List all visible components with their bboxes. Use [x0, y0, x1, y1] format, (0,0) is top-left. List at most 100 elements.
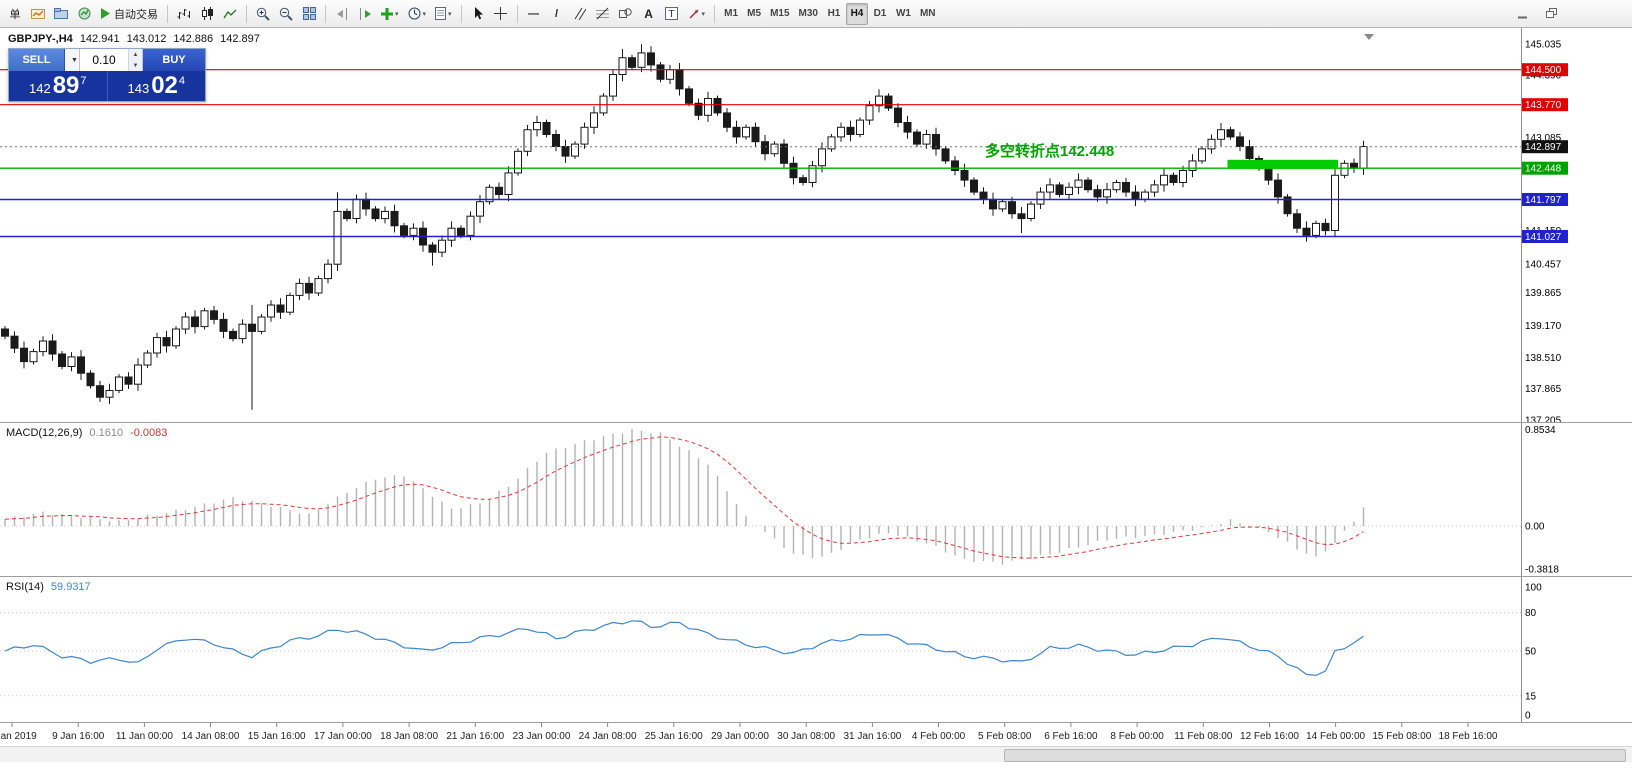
autotrading-button[interactable]: 自动交易 [96, 3, 162, 25]
trendline-tool-button[interactable]: / [546, 3, 568, 25]
buy-button[interactable]: BUY [143, 49, 205, 71]
crosshair-button[interactable] [490, 3, 512, 25]
volume-down-button[interactable]: ▼ [129, 60, 142, 71]
rsi-axis-label: 50 [1525, 647, 1537, 658]
candles-layer [1, 44, 1368, 410]
scrollbar-thumb[interactable] [1004, 749, 1626, 762]
sell-button[interactable]: SELL [9, 49, 65, 71]
rsi-canvas[interactable]: 100 80 50 15 0 [0, 577, 1632, 722]
volume-up-button[interactable]: ▲ [129, 49, 142, 60]
new-order-button[interactable]: 单 [4, 3, 26, 25]
price-axis-label: 139.865 [1525, 288, 1562, 299]
high-value: 143.012 [126, 33, 167, 45]
timeframe-m30-button[interactable]: M30 [795, 3, 822, 25]
svg-text:144.500: 144.500 [1525, 65, 1562, 76]
window-controls [1512, 3, 1562, 25]
trendline-icon: / [555, 7, 559, 20]
timeframe-m5-button[interactable]: M5 [743, 3, 765, 25]
price-axis-label: 140.457 [1525, 259, 1562, 270]
time-axis-label: 18 Jan 08:00 [380, 731, 438, 742]
periods-button[interactable]: ▾ [404, 3, 431, 25]
text-icon: A [644, 6, 653, 21]
buy-price-big: 02 [151, 72, 178, 99]
timeframe-w1-button[interactable]: W1 [892, 3, 915, 25]
green-zone-highlight[interactable] [1227, 159, 1339, 169]
templates-dropdown-caret: ▾ [448, 10, 452, 18]
macd-signal-value: -0.0083 [130, 427, 168, 439]
buy-price-display[interactable]: 143 02 4 [106, 71, 206, 101]
line-chart-mode-button[interactable] [219, 3, 241, 25]
svg-text:142.448: 142.448 [1525, 164, 1562, 175]
chart-shift-button[interactable] [331, 3, 353, 25]
time-axis-label: 17 Jan 00:00 [314, 731, 372, 742]
zoom-out-button[interactable] [275, 3, 297, 25]
toolbar-separator [460, 4, 462, 23]
text-label-icon: T [665, 7, 679, 20]
profiles-icon [54, 7, 68, 20]
zoom-in-icon [256, 7, 270, 21]
buy-price-prefix: 143 [127, 81, 150, 96]
macd-main-value: 0.1610 [89, 427, 124, 439]
time-axis-label: 23 Jan 00:00 [513, 731, 571, 742]
crosshair-icon [494, 7, 508, 20]
fibonacci-icon [596, 7, 610, 20]
shapes-tool-button[interactable] [615, 3, 637, 25]
time-axis-label: 4 Feb 00:00 [912, 731, 966, 742]
timeframe-d1-button[interactable]: D1 [869, 3, 891, 25]
rsi-axis-label: 15 [1525, 691, 1537, 702]
chart-annotation[interactable]: 多空转折点142.448 [985, 143, 1115, 160]
text-label-tool-button[interactable]: T [661, 3, 683, 25]
macd-panel: MACD(12,26,9) 0.1610 -0.0083 0.8534 0.00 -… [0, 422, 1632, 576]
auto-scroll-button[interactable] [354, 3, 376, 25]
trade-options-button[interactable]: ▼ [65, 49, 80, 71]
minimize-button[interactable] [1512, 3, 1534, 25]
channel-icon [573, 7, 587, 20]
sell-price-display[interactable]: 142 89 7 [9, 71, 107, 101]
autotrading-label: 自动交易 [114, 8, 158, 21]
time-axis-label: 30 Jan 08:00 [777, 731, 835, 742]
market-watch-button[interactable] [73, 3, 95, 25]
text-tool-button[interactable]: A [638, 3, 660, 25]
bar-chart-mode-button[interactable] [173, 3, 195, 25]
arrows-tool-button[interactable]: ▾ [684, 3, 710, 25]
profiles-button[interactable] [50, 3, 72, 25]
volume-box: ▲ ▼ [80, 49, 143, 71]
candlestick-mode-button[interactable] [196, 3, 218, 25]
low-value: 142.886 [173, 33, 214, 45]
timeframe-mn-button[interactable]: MN [916, 3, 940, 25]
price-axis-label: 137.865 [1525, 384, 1562, 395]
rsi-label: RSI(14) 59.9317 [6, 581, 91, 593]
tile-windows-button[interactable] [298, 3, 320, 25]
rsi-name: RSI(14) [6, 581, 44, 593]
scroll-shift-marker[interactable] [1364, 34, 1374, 40]
time-axis[interactable]: 8 Jan 2019 9 Jan 16:00 11 Jan 00:00 14 Jan … [0, 722, 1632, 746]
restore-icon [1545, 8, 1557, 19]
templates-button[interactable]: ▾ [431, 3, 456, 25]
zoom-in-button[interactable] [252, 3, 274, 25]
cursor-button[interactable] [467, 3, 489, 25]
restore-button[interactable] [1540, 3, 1562, 25]
timeframe-m15-button[interactable]: M15 [766, 3, 793, 25]
macd-canvas[interactable]: 0.8534 0.00 -0.3818 [0, 423, 1632, 576]
periods-dropdown-caret: ▾ [422, 10, 427, 18]
bar-chart-icon [177, 7, 191, 20]
macd-name: MACD(12,26,9) [6, 427, 83, 439]
indicators-button[interactable]: ▾ [377, 3, 403, 25]
timeframe-m1-button[interactable]: M1 [720, 3, 742, 25]
line-chart-icon [223, 8, 237, 20]
price-chart-canvas[interactable]: 145.035144.390143.745143.085142.440141.7… [0, 28, 1632, 427]
volume-input[interactable] [80, 49, 128, 71]
timeframe-h4-button[interactable]: H4 [845, 2, 868, 25]
horizontal-scrollbar[interactable] [0, 746, 1632, 762]
template-icon [435, 7, 447, 20]
channel-tool-button[interactable] [569, 3, 591, 25]
price-axis-label: 143.085 [1525, 133, 1562, 144]
fibonacci-tool-button[interactable] [592, 3, 614, 25]
toolbar-separator [516, 4, 518, 23]
horizontal-line-tool-button[interactable]: — [523, 3, 545, 25]
close-value: 142.897 [220, 33, 260, 45]
new-chart-button[interactable] [27, 3, 49, 25]
sell-price-sup: 7 [80, 75, 87, 87]
timeframe-h1-button[interactable]: H1 [823, 3, 845, 25]
time-axis-label: 25 Jan 16:00 [645, 731, 703, 742]
